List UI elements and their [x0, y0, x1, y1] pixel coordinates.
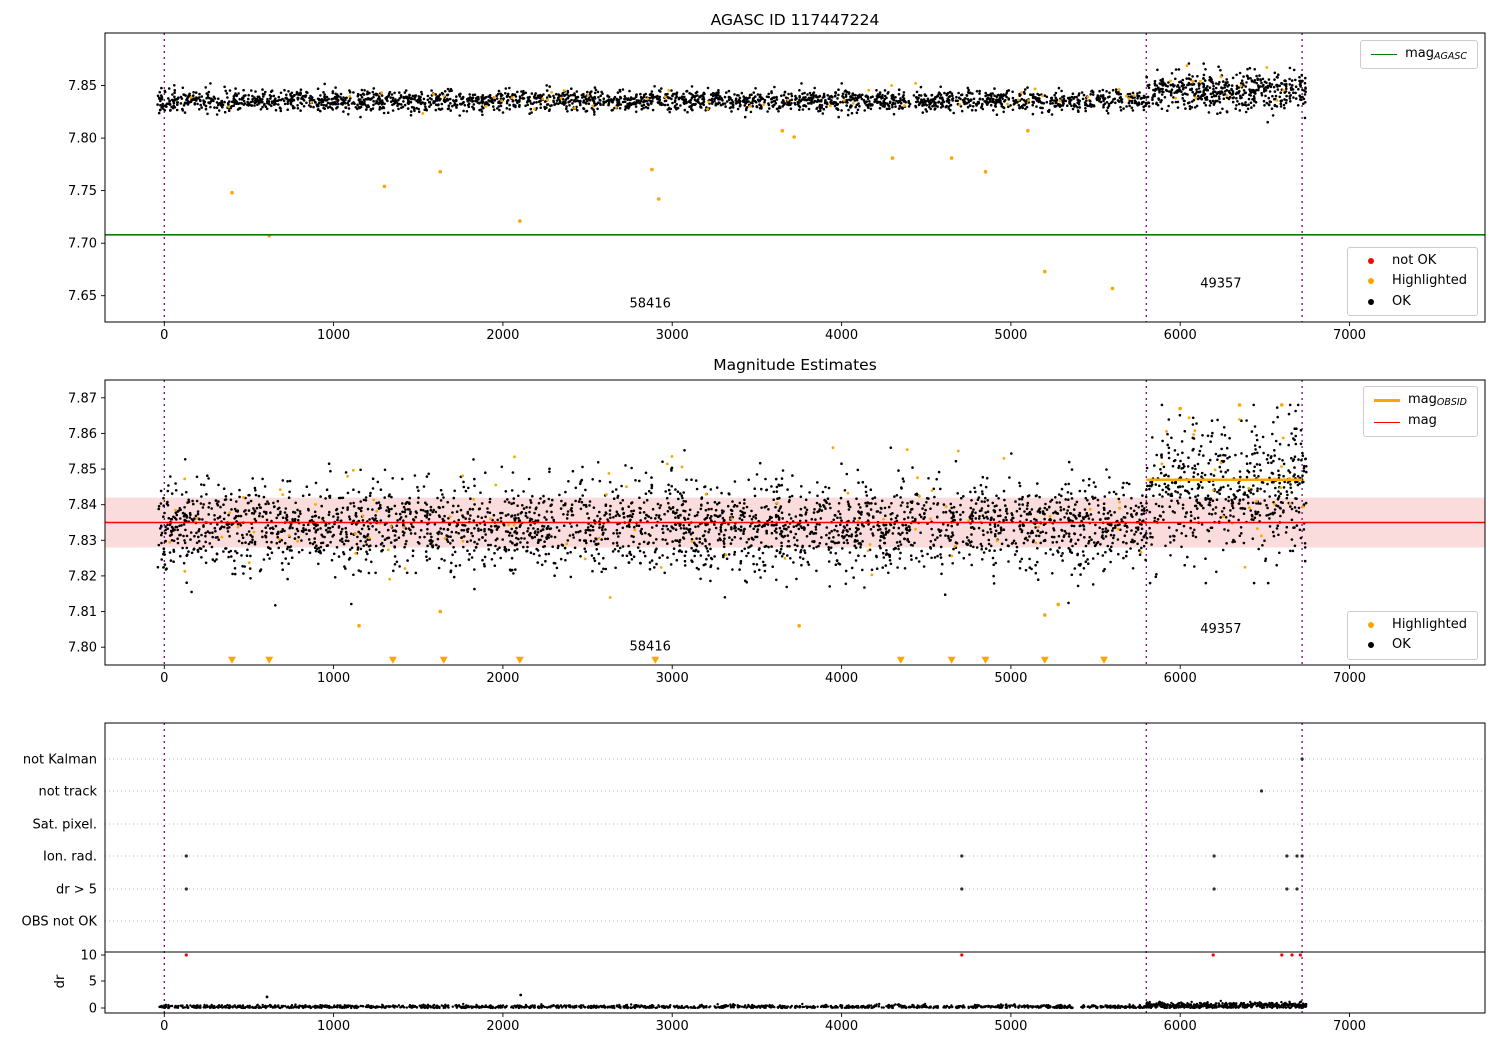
black-dot-marker: [1368, 298, 1375, 305]
marker-wrap: [1373, 421, 1400, 423]
svg-text:5000: 5000: [994, 328, 1027, 343]
legend-item-not-ok: not OK: [1358, 253, 1467, 268]
legend-label-ok: OK: [1392, 293, 1411, 309]
legend-item-ok: OK: [1358, 293, 1467, 309]
legend-label-highlighted: Highlighted: [1392, 617, 1467, 632]
legend-item-highlighted: Highlighted: [1358, 273, 1467, 289]
green-line-marker: [1371, 54, 1398, 56]
marker-wrap: [1358, 622, 1384, 629]
legend-label-main: mag: [1407, 413, 1437, 429]
svg-text:7.85: 7.85: [68, 79, 97, 94]
svg-text:7.75: 7.75: [68, 184, 97, 199]
legend-label-mag-agasc: magAGASC: [1405, 46, 1467, 62]
legend-item-ok: OK: [1358, 637, 1467, 653]
marker-wrap: [1358, 278, 1384, 285]
legend-item-mag-obsid: magOBSID: [1373, 392, 1467, 408]
legend-mag-obsid: magOBSID mag: [1362, 386, 1478, 437]
legend-item-mag-agasc: magAGASC: [1371, 46, 1467, 62]
legend-label-main: mag: [1407, 392, 1437, 407]
legend-label-not-ok: not OK: [1392, 253, 1437, 268]
marker-wrap: [1358, 642, 1384, 649]
red-line-marker: [1373, 421, 1400, 423]
plot-title-magnitude-estimates: Magnitude Estimates: [713, 356, 877, 374]
legend-label-main: mag: [1405, 46, 1434, 61]
svg-text:7000: 7000: [1333, 328, 1366, 343]
marker-wrap: [1358, 298, 1384, 305]
svg-text:7.65: 7.65: [68, 289, 97, 304]
marker-wrap: [1373, 399, 1400, 403]
legend-label-mag-obsid: magOBSID: [1407, 392, 1467, 408]
black-dot-marker: [1368, 642, 1375, 649]
svg-text:49357: 49357: [1200, 276, 1241, 291]
svg-text:3000: 3000: [656, 328, 689, 343]
svg-text:7.80: 7.80: [68, 132, 97, 147]
orange-dot-marker: [1368, 278, 1375, 285]
legend-label-mag: mag: [1408, 414, 1437, 429]
svg-text:0: 0: [160, 328, 168, 343]
orange-line-marker: [1373, 399, 1400, 403]
legend-status-top: not OK Highlighted OK: [1347, 247, 1478, 316]
marker-wrap: [1358, 258, 1384, 265]
marker-wrap: [1371, 54, 1398, 56]
red-dot-marker: [1368, 258, 1375, 265]
legend-status-middle: Highlighted OK: [1347, 611, 1478, 660]
legend-mag-agasc: magAGASC: [1360, 40, 1478, 70]
svg-text:4000: 4000: [825, 328, 858, 343]
svg-text:58416: 58416: [630, 296, 671, 311]
legend-label-sub: OBSID: [1436, 397, 1467, 408]
svg-text:1000: 1000: [317, 328, 350, 343]
svg-text:2000: 2000: [486, 328, 519, 343]
svg-text:7.70: 7.70: [68, 237, 97, 252]
legend-item-mag: mag: [1373, 414, 1467, 429]
legend-item-highlighted: Highlighted: [1358, 617, 1467, 632]
legend-label-sub: AGASC: [1433, 51, 1467, 62]
plot-title-agasc: AGASC ID 117447224: [710, 11, 880, 29]
orange-dot-marker: [1368, 622, 1375, 629]
plot-mag-estimates: 58416493577.807.817.827.837.847.857.867.…: [68, 379, 1486, 686]
svg-text:6000: 6000: [1164, 328, 1197, 343]
legend-label-ok: OK: [1392, 637, 1411, 653]
plot-agasc-mag: 58416 49357 7.65 7.70 7.75 7.80 7.85 0 1000 2000 3…: [68, 32, 1486, 343]
legend-label-highlighted: Highlighted: [1392, 273, 1467, 289]
